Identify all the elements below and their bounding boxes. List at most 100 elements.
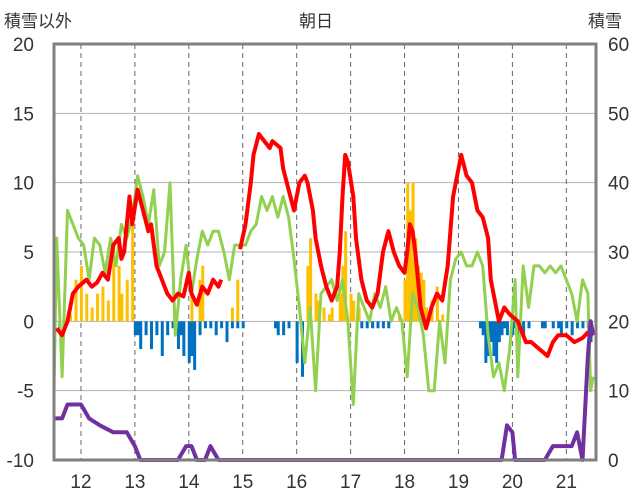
precip-bar (203, 321, 207, 329)
precip-bar (435, 286, 439, 322)
precip-bar (511, 321, 515, 336)
precip-bar (241, 321, 245, 329)
precip-bar (522, 321, 526, 336)
precip-bar (314, 293, 318, 322)
precip-bar (489, 321, 493, 343)
temperature-line (238, 132, 595, 358)
precip-bar (327, 314, 331, 322)
precip-bar (225, 321, 229, 343)
precip-bar (155, 321, 159, 336)
y-left-tick-label: 20 (13, 35, 34, 56)
precip-bar (570, 321, 574, 336)
tick-labels: -10 -5 0 5 10 15 20 0 10 20 30 40 50 60 12 13 14 15 16 17 18… (7, 35, 630, 493)
precip-bar (387, 321, 391, 329)
precip-bar (274, 321, 278, 329)
x-tick-label: 17 (340, 472, 361, 493)
precip-bar (214, 321, 218, 336)
precip-bar (193, 321, 197, 370)
precip-bar (500, 321, 504, 336)
precip-bar (408, 210, 412, 322)
precip-bar (503, 321, 507, 329)
precip-bar (344, 231, 348, 322)
precip-bar (69, 314, 73, 322)
x-tick-label: 21 (556, 472, 577, 493)
precip-bar (540, 321, 544, 329)
precip-bar (144, 321, 148, 336)
precip-bar (166, 321, 170, 336)
precip-bar (411, 182, 415, 322)
precip-bar (352, 300, 356, 322)
precip-bar (209, 321, 213, 329)
x-tick-label: 20 (502, 472, 523, 493)
precip-bar (139, 321, 143, 350)
precip-bar (505, 321, 509, 336)
precip-bar (559, 321, 563, 336)
y-right-tick-label: 0 (608, 451, 619, 472)
precip-bar (481, 321, 485, 336)
precip-bar (198, 321, 202, 336)
precip-bar (187, 321, 191, 363)
precip-bar (230, 307, 234, 322)
x-tick-label: 13 (124, 472, 145, 493)
precip-bar (117, 265, 121, 322)
x-tick-label: 19 (448, 472, 469, 493)
precip-bar (96, 293, 100, 322)
precip-bar (136, 321, 140, 336)
temperature-line (55, 187, 224, 338)
chart-title: 朝日 (299, 12, 333, 32)
precip-bar (236, 279, 240, 322)
precip-bar (306, 265, 310, 322)
precip-bar (551, 321, 555, 329)
precip-bar (565, 321, 569, 329)
precip-bar (74, 279, 78, 322)
y-left-tick-label: 5 (23, 243, 34, 264)
precip-bar (182, 321, 186, 356)
precip-bar (276, 321, 280, 336)
y-left-tick-label: -5 (17, 382, 34, 403)
precip-bar (112, 245, 116, 322)
precip-bar (220, 321, 224, 329)
precip-bar (201, 265, 205, 322)
precip-bar (330, 307, 334, 322)
precip-bar (495, 321, 499, 363)
precip-bar (349, 293, 353, 322)
y-left-tick-label: 10 (13, 174, 34, 195)
precip-bar (576, 321, 580, 329)
precip-bar (171, 321, 175, 329)
precip-bar (287, 321, 291, 329)
precip-bar (543, 321, 547, 329)
precip-bar (516, 321, 520, 336)
plot-frame (52, 42, 598, 462)
precip-bar (441, 314, 445, 322)
y-right-tick-label: 10 (608, 382, 629, 403)
precip-bar (179, 321, 183, 336)
precip-bar (338, 293, 342, 322)
precip-bar (497, 321, 501, 343)
precip-bar (131, 203, 135, 322)
x-tick-label: 16 (286, 472, 307, 493)
precip-bar (149, 321, 153, 350)
precip-bar (527, 321, 531, 329)
precip-bar (282, 321, 286, 336)
grid (54, 44, 596, 460)
precip-bar (360, 321, 364, 329)
y-left-tick-label: 0 (23, 312, 34, 333)
precip-bar (230, 321, 234, 329)
precip-bar (106, 300, 110, 322)
x-tick-label: 12 (70, 472, 91, 493)
y-left-tick-label: 15 (13, 104, 34, 125)
left-axis-label: 積雪以外 (4, 12, 72, 32)
y-right-tick-label: 40 (608, 174, 629, 195)
precip-bar (133, 321, 137, 336)
precip-bar (190, 321, 194, 356)
precip-bar (295, 321, 299, 363)
precip-bar (309, 238, 313, 322)
precip-bar (79, 265, 83, 322)
y-right-tick-label: 60 (608, 35, 629, 56)
precip-bar (85, 293, 89, 322)
precip-bar (381, 321, 385, 329)
precip-bar (125, 279, 129, 322)
x-tick-label: 14 (178, 472, 200, 493)
precip-bar (101, 286, 105, 322)
